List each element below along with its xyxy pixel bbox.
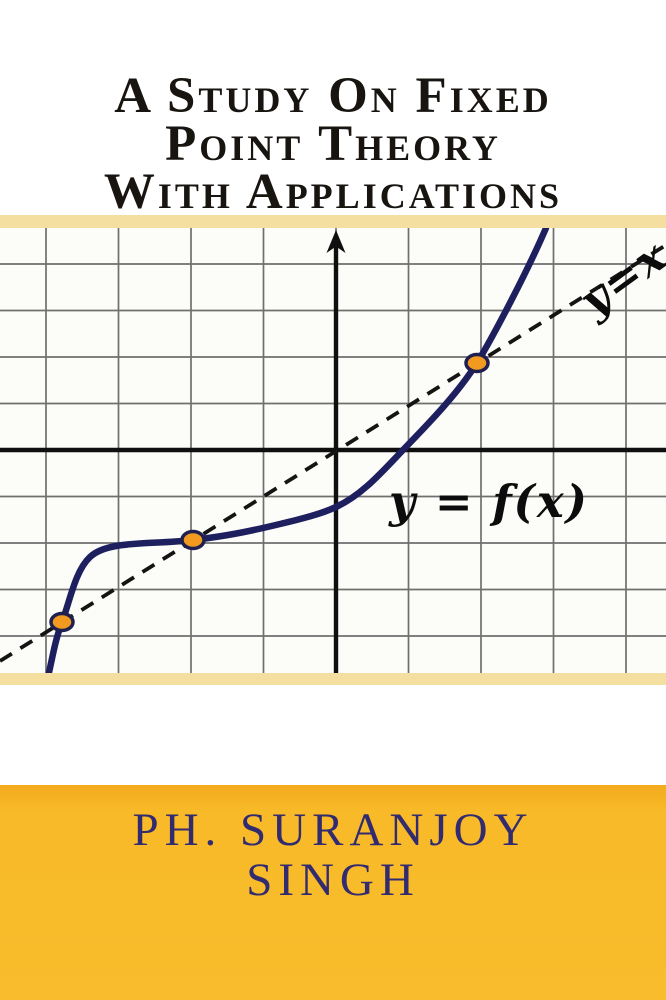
identity-line [0, 243, 666, 663]
identity-line-label: y=x [570, 230, 666, 327]
title-line-1: A Study On Fixed [114, 68, 552, 124]
fixed-point-dot [464, 352, 490, 374]
title-line-2: Point Theory [165, 116, 501, 172]
y-axis-arrow-icon [326, 230, 346, 253]
author-line-2: SINGH [246, 854, 420, 906]
graph-svg: y = f(x) y=x [0, 228, 666, 673]
fixed-point-dot [180, 529, 206, 551]
divider-stripe-top [0, 215, 666, 228]
author-line-1: PH. SURANJOY [132, 804, 534, 856]
function-curve-label: y = f(x) [388, 475, 589, 528]
divider-stripe-bottom [0, 673, 666, 685]
book-title: A Study On Fixed Point Theory With Appli… [0, 68, 666, 220]
fixed-point-graph: y = f(x) y=x [0, 228, 666, 673]
author-band: PH. SURANJOY SINGH [0, 785, 666, 1000]
title-line-3: With Applications [103, 164, 563, 220]
fixed-point-dot [49, 611, 75, 633]
